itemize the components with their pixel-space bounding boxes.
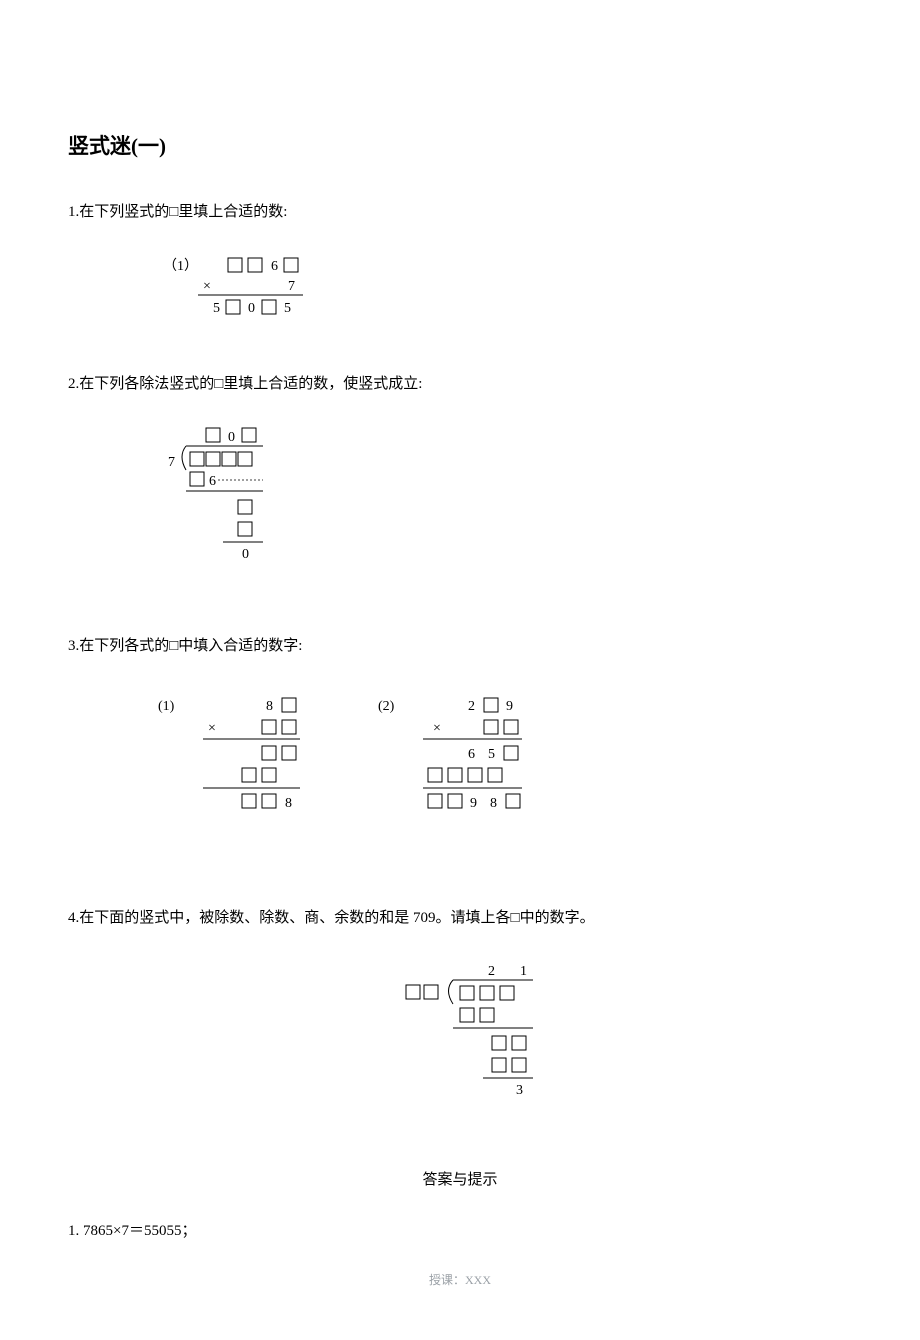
q4-text: 4.在下面的竖式中，被除数、除数、商、余数的和是 709。请填上各□中的数字。: [68, 906, 852, 930]
q1-r2-d: 7: [288, 279, 295, 294]
answer-1: 1. 7865×7＝55055；: [68, 1219, 852, 1243]
q2-rem: 0: [242, 547, 249, 562]
q4-rem: 3: [516, 1083, 523, 1098]
q1-r1-d3: 6: [271, 259, 278, 274]
q3-p2-r5c: 9: [470, 796, 477, 811]
q3-p1-r1a: 8: [266, 699, 273, 714]
q3-figure: (1) 8 × 8 (2) 2 9: [148, 686, 852, 866]
answers-heading: 答案与提示: [68, 1168, 852, 1189]
q4-figure: 2 1 3: [388, 958, 852, 1128]
q4-q2: 1: [520, 964, 527, 979]
page-title: 竖式迷(一): [68, 130, 852, 160]
q1-figure: （1） 6 × 7 5 0 5: [148, 252, 852, 332]
q2-q2: 0: [228, 430, 235, 445]
q3-p2-label: (2): [378, 699, 395, 714]
q1-op: ×: [203, 279, 211, 294]
q2-text: 2.在下列各除法竖式的□里填上合适的数，使竖式成立:: [68, 372, 852, 396]
q4-q1: 2: [488, 964, 495, 979]
q1-r3-d5: 5: [284, 301, 291, 316]
q2-figure: 0 7 6 0: [148, 424, 852, 594]
q3-p2-r5d: 8: [490, 796, 497, 811]
q3-text: 3.在下列各式的□中填入合适的数字:: [68, 634, 852, 658]
q3-p2-r3a: 6: [468, 747, 475, 762]
q2-divisor: 7: [168, 455, 175, 470]
q1-r3-d3: 0: [248, 301, 255, 316]
q1-r3-d1: 5: [213, 301, 220, 316]
q3-p1-r4: 8: [285, 796, 292, 811]
q3-p2-op: ×: [433, 721, 441, 736]
q1-label: （1）: [163, 258, 198, 274]
q2-s1: 6: [209, 474, 216, 489]
footer-text: 授课：XXX: [68, 1271, 852, 1288]
q1-text: 1.在下列竖式的□里填上合适的数:: [68, 200, 852, 224]
q3-p1-op: ×: [208, 721, 216, 736]
q3-p2-r3b: 5: [488, 747, 495, 762]
q3-p2-r1a: 2: [468, 699, 475, 714]
q3-p2-r1c: 9: [506, 699, 513, 714]
q3-p1-label: (1): [158, 699, 175, 714]
